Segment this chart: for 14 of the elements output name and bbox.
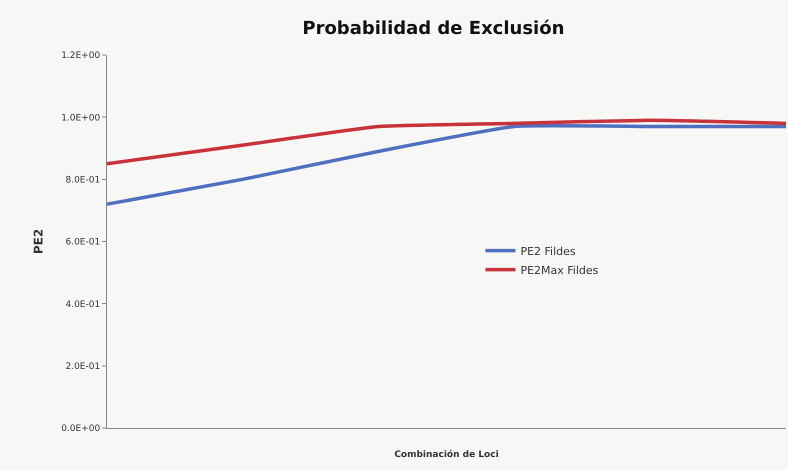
y-tick-label: 0.0E+00 <box>61 424 100 434</box>
y-tick-label: 1.2E+00 <box>61 51 100 62</box>
legend-label: PE2 Fildes <box>520 244 576 258</box>
line-series <box>107 124 786 206</box>
legend-label: PE2Max Fildes <box>520 264 599 277</box>
y-tick-label: 8.0E-01 <box>65 175 100 186</box>
x-axis-title: Combinación de Loci <box>394 448 499 460</box>
y-tick-label: 2.0E-01 <box>65 362 100 372</box>
chart-title: Probabilidad de Exclusión <box>302 18 564 39</box>
line-series <box>107 118 786 166</box>
y-tick-label: 4.0E-01 <box>65 300 100 310</box>
y-tick-label: 6.0E-01 <box>65 238 100 248</box>
y-tick-label: 1.0E+00 <box>61 113 100 124</box>
y-axis-title: PE2 <box>32 228 46 254</box>
